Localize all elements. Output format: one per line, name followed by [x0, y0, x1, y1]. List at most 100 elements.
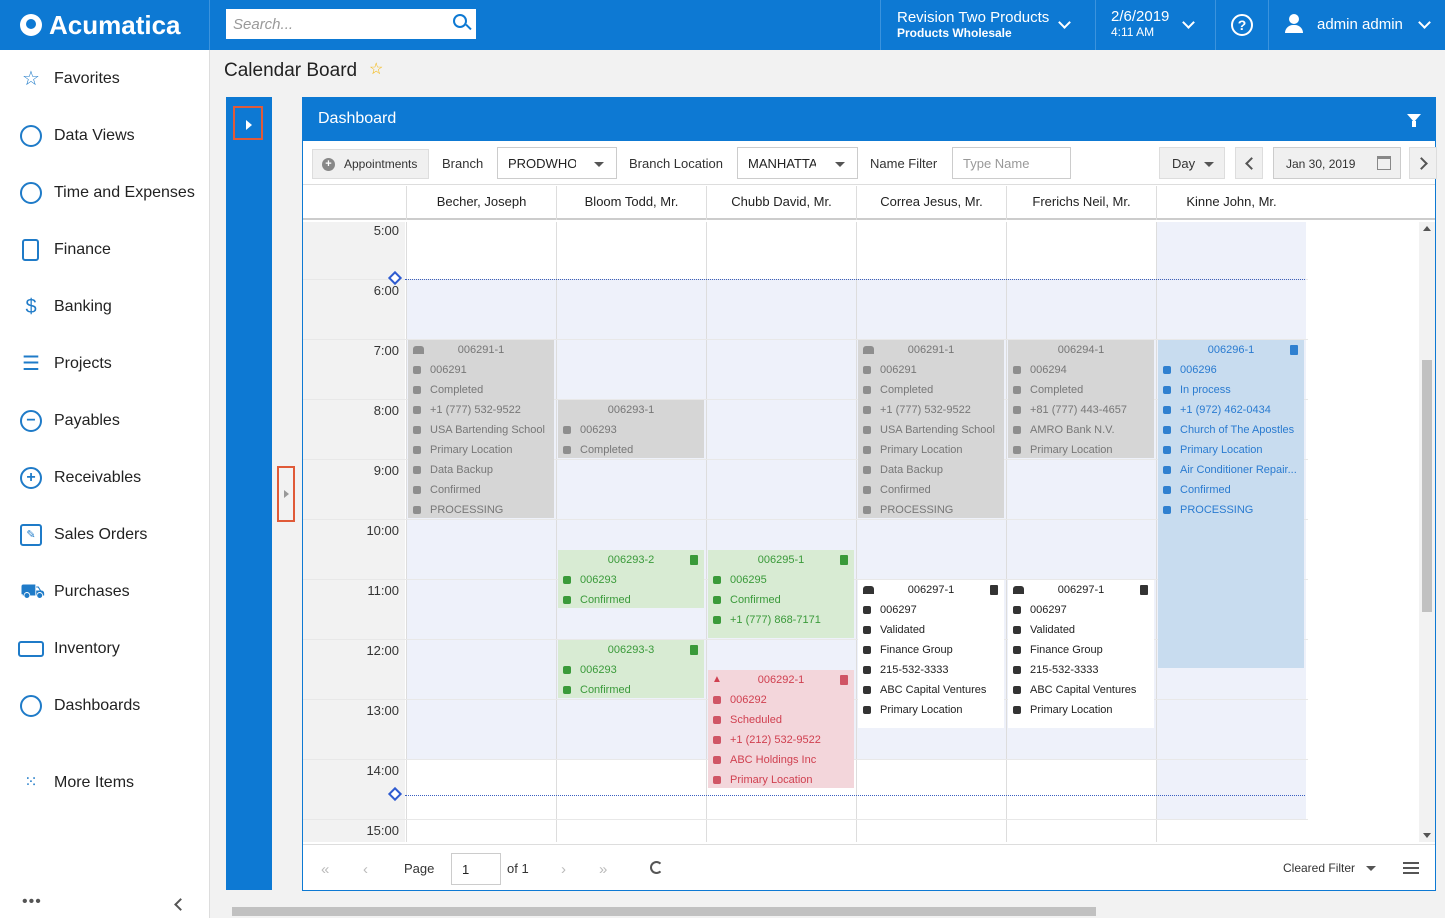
nav-item-data-views[interactable]: Data Views: [0, 116, 210, 156]
delete-icon[interactable]: [840, 675, 848, 685]
business-date-selector[interactable]: 2/6/2019 4:11 AM: [1095, 0, 1215, 50]
scrollbar-thumb[interactable]: [232, 907, 1096, 916]
horizontal-scrollbar[interactable]: [216, 905, 1445, 918]
delete-icon[interactable]: [690, 645, 698, 655]
calendar-icon[interactable]: [1377, 156, 1391, 170]
nav-item-purchases[interactable]: ⛟ Purchases: [0, 572, 210, 612]
location-icon: [1013, 686, 1021, 694]
staff-column[interactable]: [406, 222, 556, 842]
filter-icon[interactable]: [1407, 114, 1421, 127]
appointment-card[interactable]: 006293-3 006293 Confirmed: [558, 640, 704, 698]
delete-icon[interactable]: [1140, 585, 1148, 595]
user-icon: [1285, 14, 1303, 34]
appointment-detail-text: ABC Holdings Inc: [730, 754, 817, 766]
filter-selector[interactable]: Cleared Filter: [1283, 861, 1377, 875]
document-icon: [563, 426, 571, 434]
appointment-title: 006296-1: [1158, 340, 1304, 360]
appointment-card[interactable]: 006297-1 006297 Validated Finance Group 215-…: [858, 580, 1004, 728]
staff-column[interactable]: [556, 222, 706, 842]
expand-panel-button[interactable]: [233, 106, 263, 140]
nav-item-payables[interactable]: − Payables: [0, 401, 210, 441]
branch-location-select[interactable]: MANHATTAN: [737, 147, 858, 179]
company-icon: [863, 666, 871, 674]
search-icon[interactable]: [453, 14, 467, 28]
staff-column[interactable]: [856, 222, 1006, 842]
search-input[interactable]: [226, 9, 476, 39]
left-navigation: ☆ Favorites Data Views Time and Expenses…: [0, 50, 210, 918]
next-page-icon[interactable]: ›: [561, 861, 566, 878]
appointment-card[interactable]: 006293-2 006293 Confirmed: [558, 550, 704, 608]
appointment-detail-text: Primary Location: [1030, 704, 1113, 716]
date-picker[interactable]: Jan 30, 2019: [1273, 147, 1401, 179]
more-options-icon[interactable]: •••: [22, 893, 42, 910]
appointment-title: 006293-3: [558, 640, 704, 660]
view-mode-select[interactable]: Day: [1159, 147, 1225, 179]
appointment-card[interactable]: 006291-1 006291 Completed +1 (777) 532-9522…: [408, 340, 554, 518]
nav-item-finance[interactable]: Finance: [0, 230, 210, 270]
appointment-card[interactable]: 006292-1 ▲ 006292 Scheduled +1 (212) 532-952…: [708, 670, 854, 788]
appointment-card[interactable]: 006293-1 006293 Completed: [558, 400, 704, 458]
toggle-unassigned-panel-button[interactable]: [277, 466, 295, 522]
time-label: 13:00: [366, 703, 399, 718]
favorite-star-icon[interactable]: ☆: [369, 61, 384, 78]
hour-gridline: [303, 459, 1308, 460]
user-menu[interactable]: admin admin: [1268, 0, 1445, 50]
appointments-button[interactable]: + Appointments: [312, 149, 429, 179]
appointment-card[interactable]: 006297-1 006297 Validated Finance Group 215-…: [1008, 580, 1154, 728]
last-page-icon[interactable]: »: [599, 861, 608, 878]
appointment-detail: Finance Group: [858, 640, 1004, 660]
appointment-detail: Primary Location: [1008, 700, 1154, 720]
nav-item-label: Purchases: [54, 583, 130, 600]
nav-item-sales-orders[interactable]: ✎ Sales Orders: [0, 515, 210, 555]
first-page-icon[interactable]: «: [321, 861, 330, 878]
refresh-icon[interactable]: [650, 861, 663, 874]
nav-item-time-and-expenses[interactable]: Time and Expenses: [0, 173, 210, 213]
previous-date-button[interactable]: [1235, 147, 1263, 179]
appointment-detail: Air Conditioner Repair...: [1158, 460, 1304, 480]
appointment-card[interactable]: 006295-1 006295 Confirmed +1 (777) 868-7171: [708, 550, 854, 638]
next-date-button[interactable]: [1409, 147, 1437, 179]
appointment-card[interactable]: 006296-1 006296 In process +1 (972) 462-043…: [1158, 340, 1304, 668]
nav-item-projects[interactable]: ☰ Projects: [0, 344, 210, 384]
appointment-detail-text: ABC Capital Ventures: [1030, 684, 1137, 696]
appointment-card[interactable]: 006294-1 006294 Completed +81 (777) 443-465…: [1008, 340, 1154, 458]
appointment-card[interactable]: 006291-1 006291 Completed +1 (777) 532-9522…: [858, 340, 1004, 518]
nav-item-favorites[interactable]: ☆ Favorites: [0, 59, 210, 99]
list-view-icon[interactable]: [1403, 862, 1419, 874]
staff-column[interactable]: [1006, 222, 1156, 842]
nav-item-inventory[interactable]: Inventory: [0, 629, 210, 669]
page-number-input[interactable]: [451, 853, 501, 885]
delete-icon[interactable]: [990, 585, 998, 595]
delete-icon[interactable]: [840, 555, 848, 565]
appointment-detail: Confirmed: [1158, 480, 1304, 500]
help-button[interactable]: ?: [1215, 0, 1268, 50]
appointment-detail-text: Confirmed: [430, 484, 481, 496]
vertical-scrollbar[interactable]: [1419, 222, 1435, 842]
calendar-grid[interactable]: 5:00 6:00 7:00 8:00 9:00 10:00 11:00 12:00 13:00…: [303, 222, 1419, 842]
nav-item-receivables[interactable]: + Receivables: [0, 458, 210, 498]
nav-item-dashboards[interactable]: Dashboards: [0, 686, 210, 726]
appointment-detail-text: In process: [1180, 384, 1231, 396]
appointment-detail: 006291: [408, 360, 554, 380]
nav-item-more-items[interactable]: ⁙ More Items: [0, 763, 210, 803]
scroll-up-icon[interactable]: [1423, 226, 1431, 231]
scrollbar-thumb[interactable]: [1422, 360, 1432, 612]
name-filter-input[interactable]: [952, 147, 1071, 179]
nav-item-banking[interactable]: $ Banking: [0, 287, 210, 327]
acumatica-logo[interactable]: Acumatica: [0, 0, 210, 50]
delete-icon[interactable]: [690, 555, 698, 565]
scroll-down-icon[interactable]: [1423, 833, 1431, 838]
chevron-down-icon: [835, 162, 845, 167]
appointment-detail-text: 006291: [430, 364, 467, 376]
appointment-detail: USA Bartending School: [408, 420, 554, 440]
staff-column[interactable]: [706, 222, 856, 842]
collapse-nav-icon[interactable]: [174, 898, 187, 911]
grid-dots-icon: ⁙: [24, 774, 38, 791]
branch-select[interactable]: PRODWHOLE: [497, 147, 617, 179]
staff-column[interactable]: [1156, 222, 1306, 842]
company-selector[interactable]: Revision Two Products Products Wholesale: [880, 0, 1095, 50]
gantt-icon: ☰: [22, 353, 40, 375]
delete-icon[interactable]: [1290, 345, 1298, 355]
previous-page-icon[interactable]: ‹: [363, 861, 368, 878]
appointment-detail: 006293: [558, 420, 704, 440]
